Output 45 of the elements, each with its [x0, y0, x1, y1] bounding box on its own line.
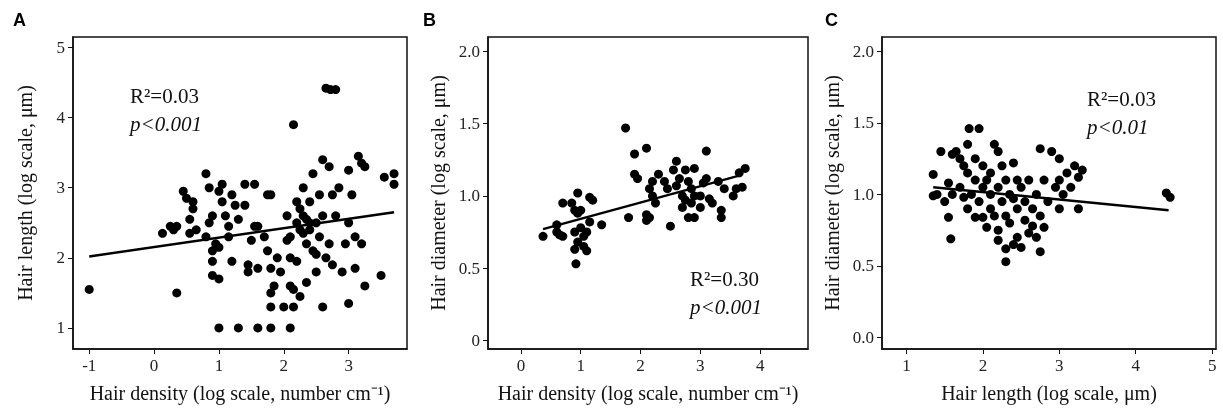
- annotation: p<0.001: [688, 294, 762, 319]
- y-tick-label: 0.5: [852, 256, 874, 276]
- annotation: p<0.001: [128, 111, 202, 136]
- y-tick-label: 2: [56, 248, 65, 268]
- y-tick-label: 0.5: [458, 258, 480, 278]
- y-tick-label: 1.5: [852, 113, 874, 133]
- x-tick-label: 1: [214, 356, 224, 375]
- x-axis-title: Hair density (log scale, number cm⁻¹): [89, 382, 391, 405]
- x-tick-label: 1: [902, 356, 911, 375]
- annotation: R²=0.03: [130, 83, 199, 108]
- y-axis-title: Hair length (log scale, μm): [14, 85, 37, 301]
- y-tick-label: 1.0: [852, 184, 874, 204]
- y-tick-label: 2.0: [458, 41, 480, 61]
- x-tick-label: 3: [344, 356, 353, 375]
- x-tick-label: 2: [636, 356, 645, 375]
- x-tick-label: 3: [1055, 356, 1064, 375]
- chart-title: C: [825, 10, 838, 30]
- x-tick-label: -1: [82, 356, 97, 375]
- x-tick-label: 5: [1207, 356, 1217, 375]
- x-tick-label: 4: [755, 356, 765, 375]
- x-tick-label: 3: [696, 356, 705, 375]
- annotation: p<0.01: [1085, 114, 1149, 139]
- x-axis-title: Hair length (log scale, μm): [941, 382, 1157, 405]
- y-tick-label: 0: [471, 330, 480, 350]
- y-tick-label: 1.0: [458, 186, 480, 206]
- annotation: R²=0.03: [1087, 86, 1156, 111]
- y-tick-label: 4: [56, 108, 66, 128]
- y-tick-label: 1.5: [458, 114, 480, 134]
- y-tick-label: 2.0: [852, 41, 874, 61]
- y-tick-label: 0.0: [852, 328, 874, 348]
- chart-title: A: [13, 10, 26, 30]
- y-tick-label: 5: [56, 38, 65, 58]
- x-tick-label: 2: [279, 356, 289, 375]
- x-tick-label: 0: [149, 356, 159, 375]
- annotation: R²=0.30: [690, 266, 759, 291]
- x-tick-label: 1: [576, 356, 585, 375]
- x-tick-label: 2: [978, 356, 988, 375]
- x-axis-title: Hair density (log scale, number cm⁻¹): [497, 382, 799, 405]
- y-axis-title: Hair diameter (log scale, μm): [820, 75, 844, 311]
- y-tick-label: 3: [56, 178, 65, 198]
- x-tick-label: 0: [516, 356, 526, 375]
- y-tick-label: 1: [56, 318, 65, 338]
- x-tick-label: 4: [1131, 356, 1141, 375]
- y-axis-title: Hair diameter (log scale, μm): [426, 75, 450, 311]
- chart-title: B: [423, 10, 436, 30]
